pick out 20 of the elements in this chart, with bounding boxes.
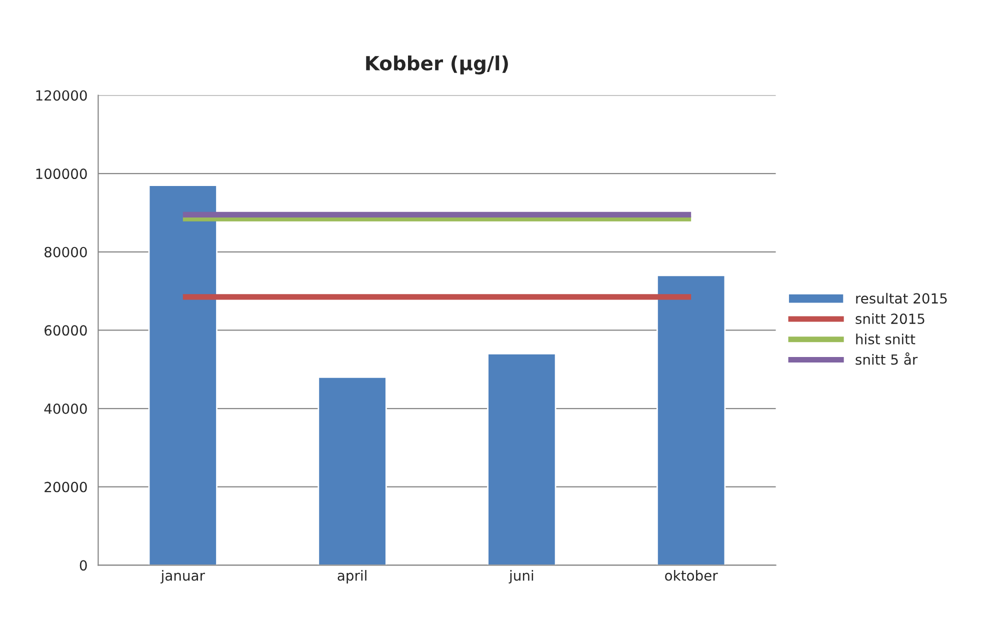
bar (148, 184, 218, 566)
x-tick-label: oktober (665, 570, 718, 581)
x-tick-label: januar (160, 570, 205, 584)
legend-label: resultat 2015 (856, 292, 947, 304)
y-tick-label: 120000 (36, 90, 87, 101)
bar (487, 353, 556, 566)
y-tick-label: 20000 (44, 482, 87, 492)
bar (318, 376, 387, 566)
x-tick-label: april (338, 570, 366, 584)
y-tick-label: 60000 (44, 325, 87, 336)
chart-title: Kobber (µg/l) (366, 55, 508, 74)
legend-label: hist snitt (856, 334, 916, 344)
y-tick-label: 80000 (44, 246, 87, 258)
legend-label: snitt 2015 (856, 313, 924, 324)
y-tick-label: 40000 (44, 403, 87, 414)
y-tick-label: 100000 (36, 168, 87, 180)
y-tick-label: 0 (80, 560, 87, 571)
x-tick-label: juni (508, 570, 534, 584)
legend-label: snitt 5 år (856, 352, 918, 365)
bar (656, 274, 726, 566)
